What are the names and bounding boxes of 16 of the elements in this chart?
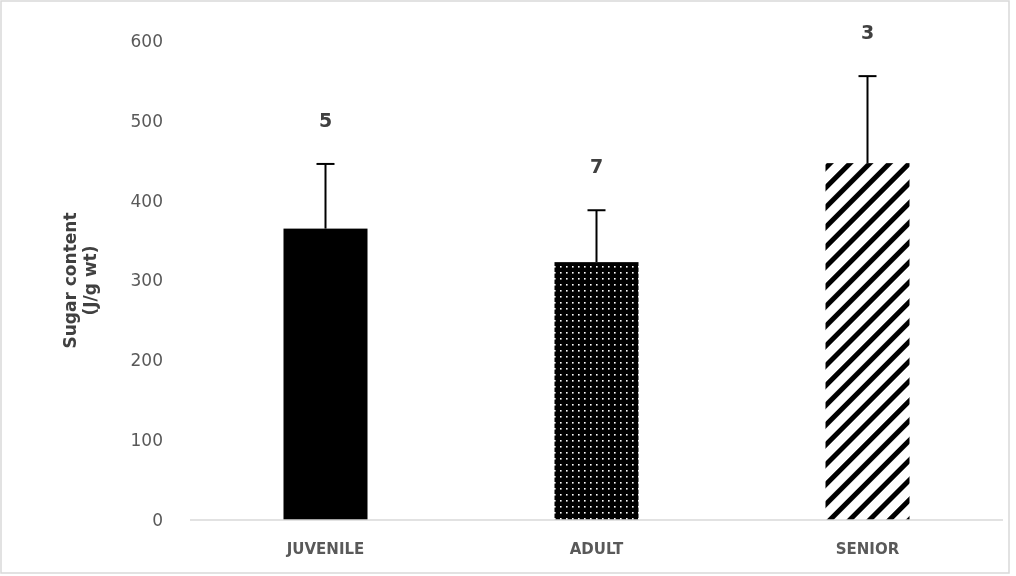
annotation: 3	[860, 20, 875, 43]
x-tick-label: JUVENILE	[285, 540, 365, 558]
y-tick-label: 500	[130, 110, 163, 131]
y-tick-label: 200	[130, 350, 163, 371]
bar	[825, 163, 910, 520]
annotation: 5	[318, 108, 333, 131]
y-tick-label: 300	[130, 270, 163, 291]
x-tick-label: ADULT	[569, 540, 625, 558]
y-axis-title: Sugar content (J/g wt)	[59, 212, 101, 349]
y-tick-label: 400	[130, 190, 163, 211]
bar	[554, 262, 639, 520]
y-tick-label: 100	[130, 430, 163, 451]
x-tick-label: SENIOR	[835, 540, 900, 558]
y-tick-label: 600	[130, 30, 163, 51]
annotation: 7	[589, 154, 604, 177]
y-tick-label: 0	[152, 509, 163, 530]
